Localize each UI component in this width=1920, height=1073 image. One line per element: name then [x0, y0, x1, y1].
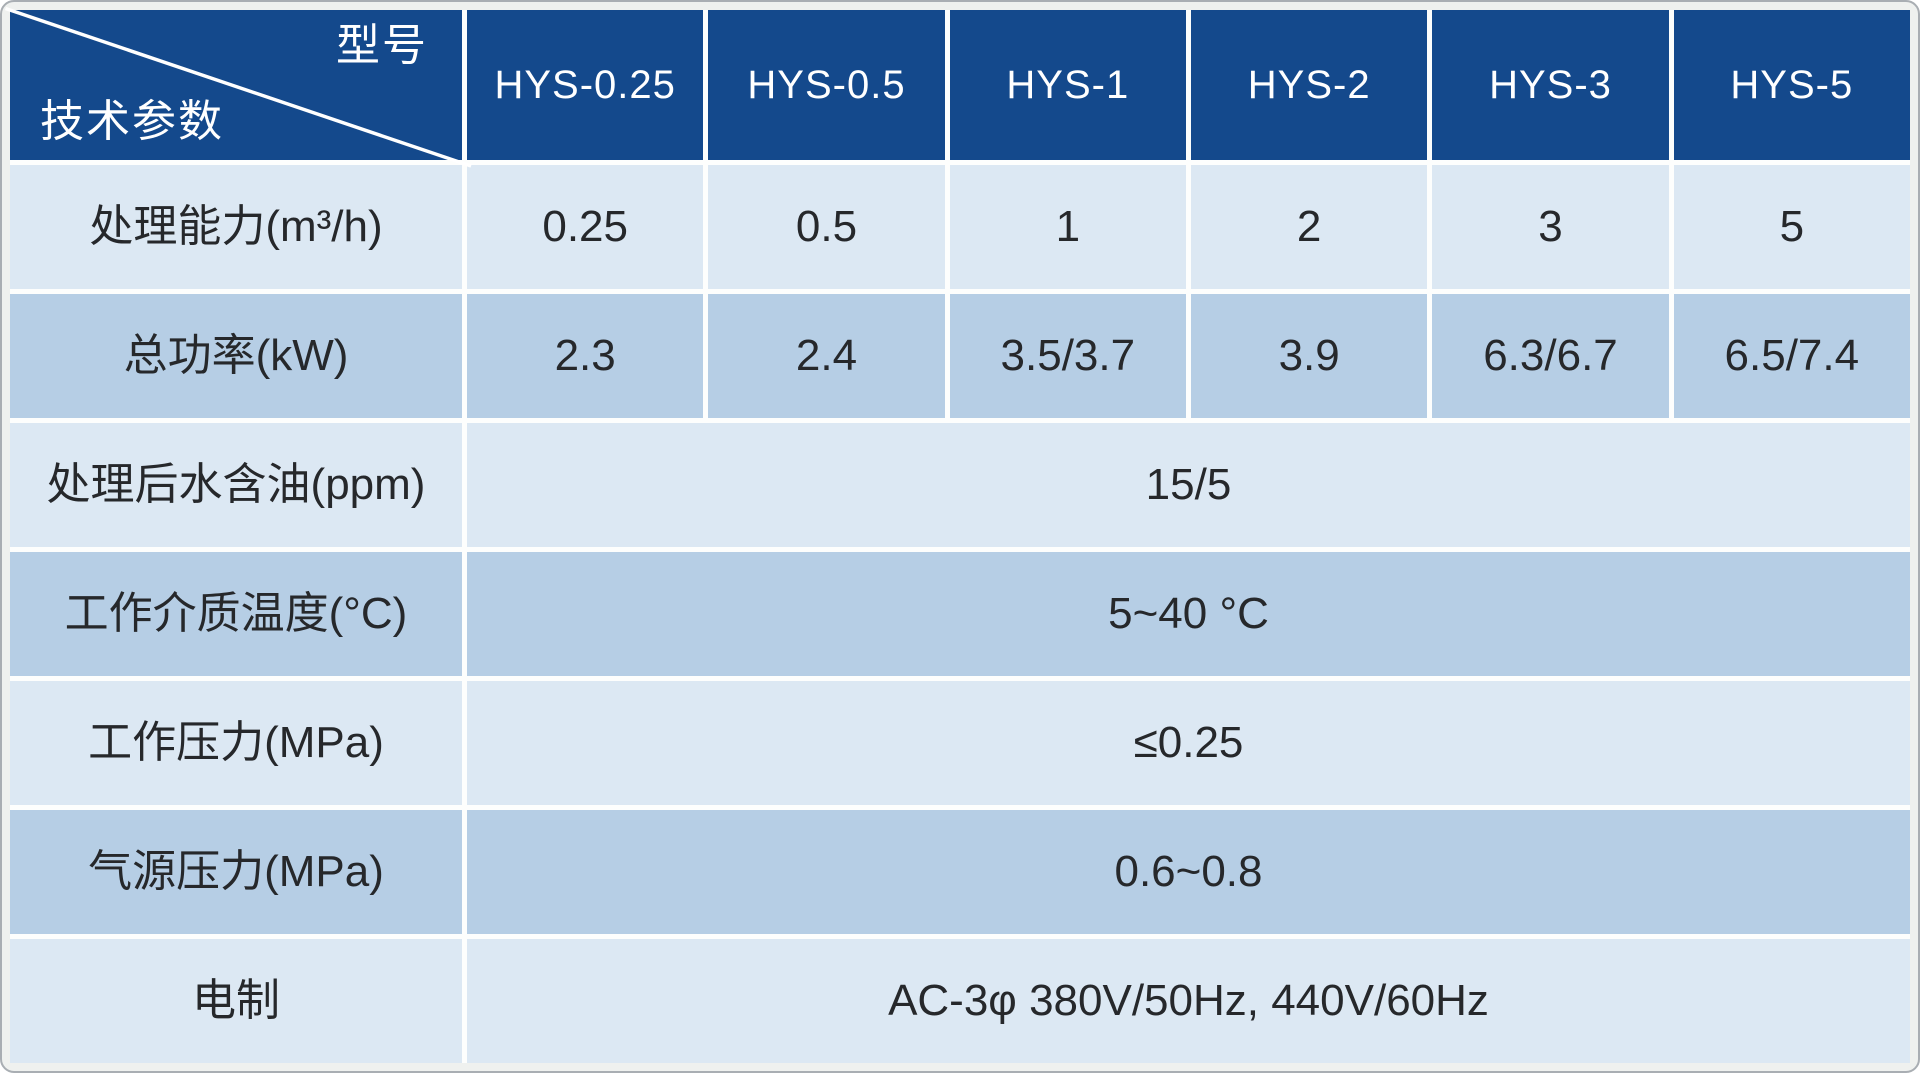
value-cell: 6.3/6.7: [1432, 294, 1669, 418]
value-cell: 0.5: [708, 165, 945, 289]
value-cell: 5: [1673, 165, 1910, 289]
technical-parameters-table: 型号 技术参数 HYS-0.25 HYS-0.5 HYS-1 HYS-2 HYS-3 HY…: [10, 10, 1910, 1063]
column-header-hys-0.5: HYS-0.5: [708, 10, 945, 160]
row-label: 电制: [10, 939, 462, 1063]
table-corner-header: 型号 技术参数: [10, 10, 462, 160]
value-cell: 2.3: [467, 294, 704, 418]
row-label: 工作介质温度(°C): [10, 552, 462, 676]
merged-value-cell: 5~40 °C: [467, 552, 1910, 676]
value-cell: 6.5/7.4: [1673, 294, 1910, 418]
row-label: 工作压力(MPa): [10, 681, 462, 805]
value-cell: 3: [1432, 165, 1669, 289]
merged-value-cell: ≤0.25: [467, 681, 1910, 805]
row-label: 处理后水含油(ppm): [10, 423, 462, 547]
value-cell: 2.4: [708, 294, 945, 418]
merged-value-cell: 0.6~0.8: [467, 810, 1910, 934]
column-header-hys-2: HYS-2: [1190, 10, 1428, 160]
merged-value-cell: 15/5: [467, 423, 1910, 547]
row-label: 总功率(kW): [10, 294, 462, 418]
diagonal-divider: [10, 10, 462, 160]
column-header-hys-3: HYS-3: [1432, 10, 1669, 160]
value-cell: 0.25: [467, 165, 704, 289]
merged-value-cell: AC-3φ 380V/50Hz, 440V/60Hz: [467, 939, 1910, 1063]
column-header-hys-5: HYS-5: [1673, 10, 1910, 160]
column-header-hys-1: HYS-1: [949, 10, 1186, 160]
corner-label-model: 型号: [336, 21, 428, 70]
column-header-hys-0.25: HYS-0.25: [467, 10, 704, 160]
row-label: 处理能力(m³/h): [10, 165, 462, 289]
value-cell: 2: [1190, 165, 1428, 289]
value-cell: 3.9: [1190, 294, 1428, 418]
value-cell: 3.5/3.7: [949, 294, 1186, 418]
corner-label-parameters: 技术参数: [40, 96, 224, 146]
row-label: 气源压力(MPa): [10, 810, 462, 934]
value-cell: 1: [949, 165, 1186, 289]
